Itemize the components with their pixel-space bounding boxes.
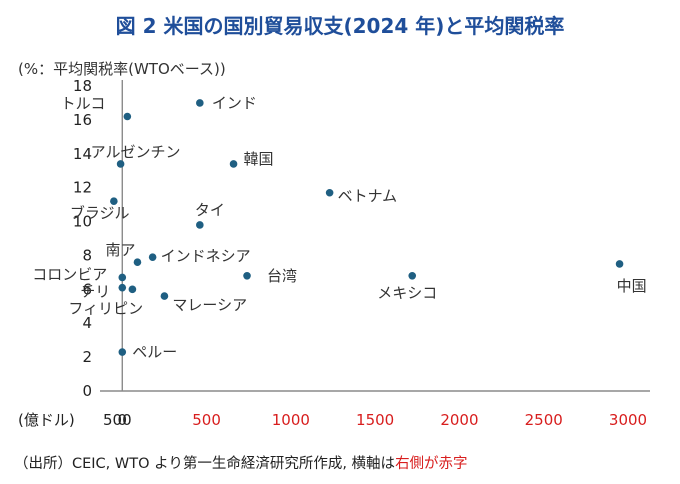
x-tick-label: 2000 bbox=[440, 411, 478, 429]
data-point-label: インドネシア bbox=[161, 247, 251, 265]
x-tick-label: 0 bbox=[118, 411, 128, 429]
data-point-label: 中国 bbox=[617, 277, 647, 295]
data-point-label: ペルー bbox=[132, 343, 177, 361]
y-ticks: 0 2 4 6 8 10 12 14 16 18 bbox=[73, 77, 92, 400]
y-tick-label: 8 bbox=[82, 246, 92, 264]
source-highlight: 右側が赤字 bbox=[395, 456, 468, 472]
data-point-label: ブラジル bbox=[70, 204, 130, 222]
data-point bbox=[160, 292, 169, 300]
y-tick-label: 16 bbox=[73, 111, 92, 129]
data-point bbox=[118, 273, 127, 282]
y-tick-label: 4 bbox=[82, 314, 92, 332]
x-tick-label: 2500 bbox=[525, 411, 563, 429]
source-text: （出所）CEIC, WTO より第一生命経済研究所作成, 横軸は bbox=[14, 456, 396, 472]
data-point-label: トルコ bbox=[61, 95, 106, 113]
data-point-label: マレーシア bbox=[172, 296, 247, 314]
data-point-label: メキシコ bbox=[377, 284, 437, 302]
y-tick-label: 6 bbox=[82, 280, 92, 298]
data-points bbox=[110, 99, 624, 356]
data-point bbox=[118, 283, 127, 292]
data-point-label: チリ bbox=[80, 283, 110, 301]
data-point bbox=[243, 271, 251, 280]
data-point bbox=[110, 197, 118, 206]
data-point-label: 南ア bbox=[105, 241, 135, 259]
data-point-label: ベトナム bbox=[338, 187, 398, 205]
source-note: （出所）CEIC, WTO より第一生命経済研究所作成, 横軸は右側が赤字 bbox=[14, 452, 468, 473]
data-point bbox=[133, 258, 142, 267]
y-tick-label: 2 bbox=[82, 348, 92, 366]
data-point bbox=[196, 221, 204, 229]
data-point bbox=[325, 188, 334, 197]
data-point-label: コロンビア bbox=[32, 265, 107, 283]
y-tick-label: 0 bbox=[82, 382, 92, 400]
figure-title: 図 2 米国の国別貿易収支(2024 年)と平均関税率 bbox=[115, 14, 565, 38]
x-tick-label: 500 bbox=[103, 411, 132, 429]
data-point bbox=[615, 260, 624, 268]
x-tick-label: 1500 bbox=[356, 411, 394, 429]
data-point bbox=[229, 160, 238, 168]
data-point bbox=[196, 99, 204, 107]
x-unit-label: (億ドル) bbox=[18, 411, 75, 429]
data-point-label: 韓国 bbox=[244, 150, 274, 168]
data-point-label: フィリピン bbox=[68, 299, 143, 317]
data-point bbox=[118, 348, 127, 356]
y-tick-label: 14 bbox=[73, 145, 92, 163]
data-point-label: アルゼンチン bbox=[91, 143, 181, 161]
data-point-label: タイ bbox=[195, 201, 225, 219]
data-point bbox=[148, 253, 157, 261]
axes bbox=[100, 80, 650, 392]
y-axis-label: (%：平均関税率(WTOベース)) bbox=[18, 60, 226, 78]
x-tick-label: 500 bbox=[192, 411, 221, 429]
data-point bbox=[408, 271, 417, 280]
data-point bbox=[123, 112, 132, 121]
data-point-label: 台湾 bbox=[267, 267, 297, 285]
x-tick-label: 1000 bbox=[272, 411, 310, 429]
x-tick-label: 3000 bbox=[609, 411, 647, 429]
y-tick-label: 12 bbox=[73, 179, 92, 197]
data-point bbox=[116, 160, 125, 168]
y-tick-label: 10 bbox=[73, 213, 92, 231]
y-tick-label: 18 bbox=[73, 77, 92, 95]
data-point bbox=[128, 285, 137, 294]
data-point-label: インド bbox=[212, 94, 257, 112]
